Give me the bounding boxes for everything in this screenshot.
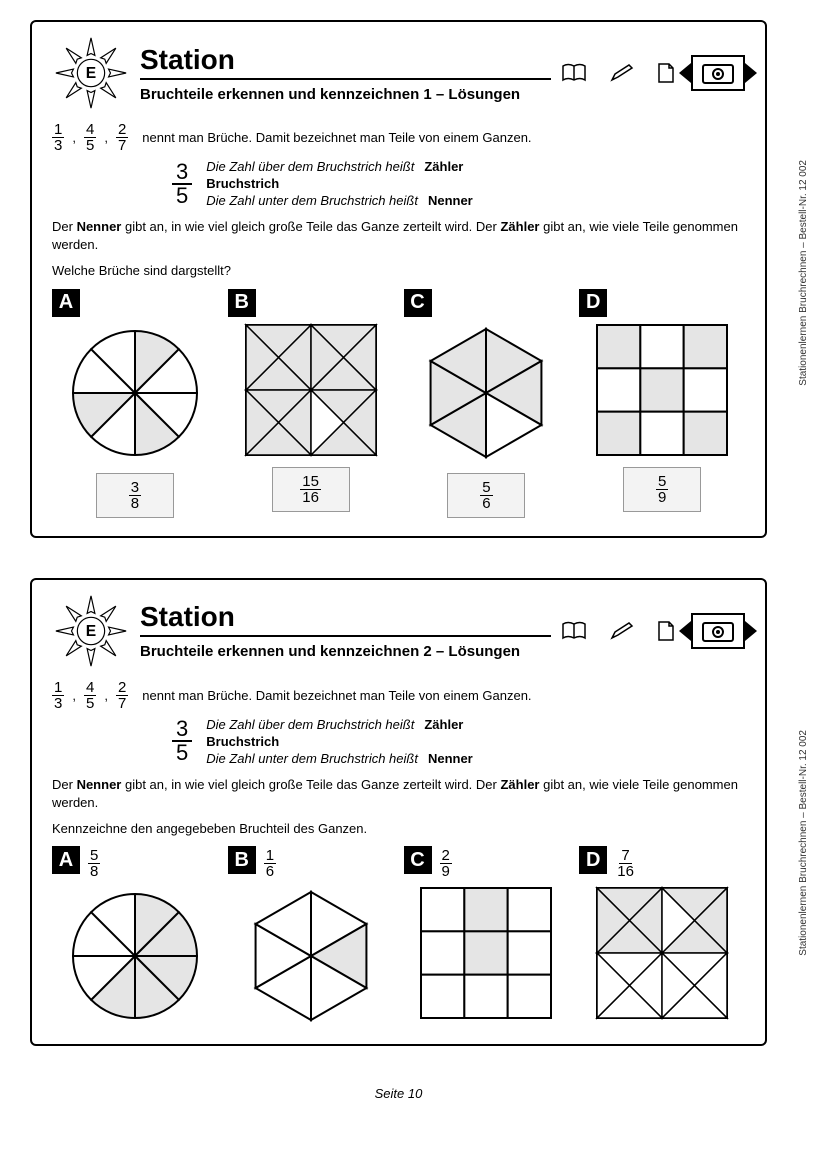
shape-label-A: A — [52, 846, 80, 874]
answer-B: 1516 — [272, 467, 350, 512]
station-title: Station — [140, 601, 551, 637]
shape-A — [65, 323, 205, 463]
book-icon — [561, 621, 587, 641]
page-icon — [657, 620, 675, 642]
shape-col-A: A 38 — [52, 289, 218, 518]
explanation: Der Nenner gibt an, in wie viel gleich g… — [52, 776, 745, 812]
task-text: Welche Brüche sind dargstellt? — [52, 262, 745, 280]
shape-col-D: D716 — [579, 846, 745, 1026]
answer-A: 38 — [96, 473, 174, 518]
shape-label-C: C — [404, 289, 432, 317]
side-label-1: Stationenlernen Bruchrechnen – Bestell-N… — [798, 160, 809, 386]
page-icon — [657, 62, 675, 84]
compass-icon: E — [52, 34, 130, 112]
shape-col-A: A58 — [52, 846, 218, 1026]
shape-label-A: A — [52, 289, 80, 317]
camera-badge — [691, 613, 745, 649]
shape-B — [244, 323, 378, 457]
intro-fractions: 13 , 45 , 27nennt man Brüche. Damit beze… — [52, 122, 745, 153]
shape-label-B: B — [228, 846, 256, 874]
compass-icon: E — [52, 592, 130, 670]
station-card: E Station Bruchteile erkennen und kennze… — [30, 20, 767, 538]
definitions: 35 Die Zahl über dem Bruchstrich heißt Z… — [172, 157, 745, 210]
page-number: Seite 10 — [30, 1086, 767, 1101]
shape-C — [416, 323, 556, 463]
shapes-row: A 38 B 1516 C 56 D 59 — [52, 289, 745, 518]
station-subtitle: Bruchteile erkennen und kennzeichnen 1 –… — [140, 86, 551, 103]
shape-C — [419, 886, 553, 1020]
svg-text:E: E — [86, 622, 96, 639]
explanation: Der Nenner gibt an, in wie viel gleich g… — [52, 218, 745, 254]
shape-B — [241, 886, 381, 1026]
svg-text:E: E — [86, 65, 96, 82]
header-icons — [561, 62, 675, 84]
header-icons — [561, 620, 675, 642]
shape-D — [595, 323, 729, 457]
definitions: 35 Die Zahl über dem Bruchstrich heißt Z… — [172, 715, 745, 768]
book-icon — [561, 63, 587, 83]
shape-A — [65, 886, 205, 1026]
shape-label-D: D — [579, 846, 607, 874]
pencil-icon — [609, 621, 635, 641]
shape-col-C: C 56 — [404, 289, 570, 518]
shape-col-D: D 59 — [579, 289, 745, 518]
pencil-icon — [609, 63, 635, 83]
side-label-2: Stationenlernen Bruchrechnen – Bestell-N… — [798, 730, 809, 956]
shape-D — [595, 886, 729, 1020]
shape-label-D: D — [579, 289, 607, 317]
station-card: E Station Bruchteile erkennen und kennze… — [30, 578, 767, 1047]
shape-col-B: B16 — [228, 846, 394, 1026]
station-title: Station — [140, 44, 551, 80]
intro-fractions: 13 , 45 , 27nennt man Brüche. Damit beze… — [52, 680, 745, 711]
shape-label-C: C — [404, 846, 432, 874]
shape-col-C: C29 — [404, 846, 570, 1026]
shape-label-B: B — [228, 289, 256, 317]
answer-C: 56 — [447, 473, 525, 518]
shape-col-B: B 1516 — [228, 289, 394, 518]
station-subtitle: Bruchteile erkennen und kennzeichnen 2 –… — [140, 643, 551, 660]
answer-D: 59 — [623, 467, 701, 512]
task-text: Kennzeichne den angegebeben Bruchteil de… — [52, 820, 745, 838]
camera-badge — [691, 55, 745, 91]
shapes-row: A58B16C29D716 — [52, 846, 745, 1026]
